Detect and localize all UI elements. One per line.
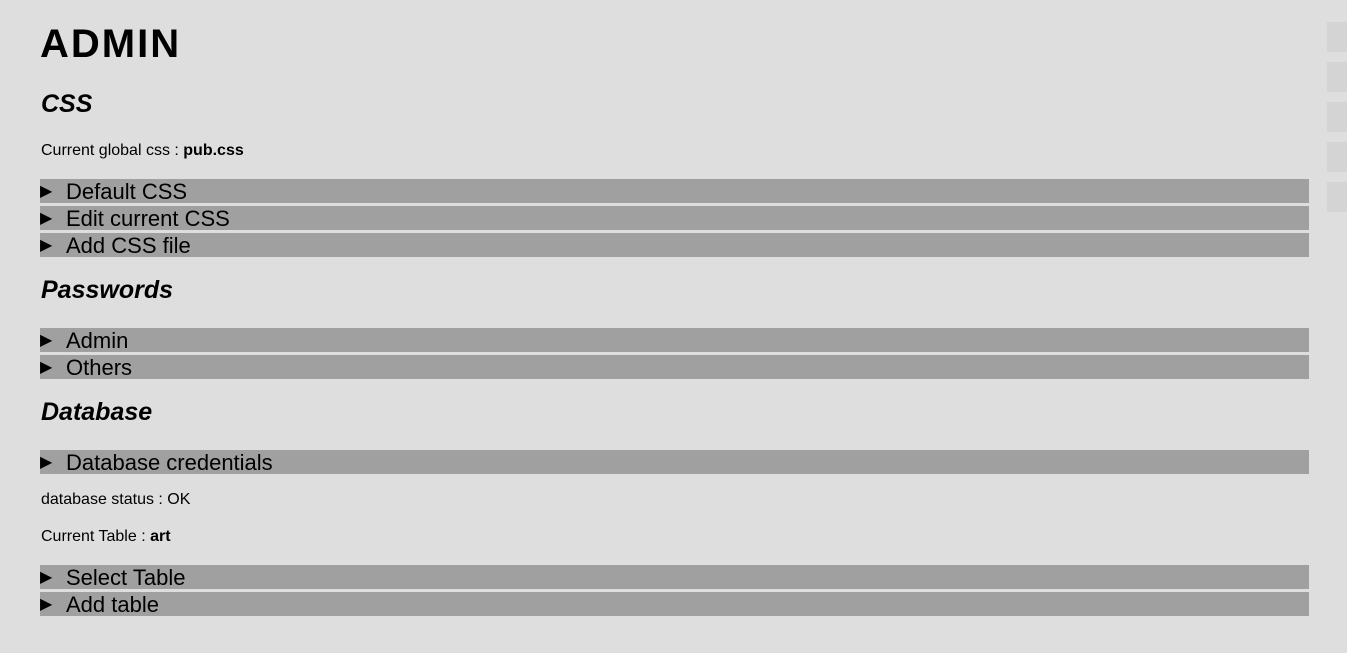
side-tab[interactable] [1327,142,1347,172]
toggle-select-table[interactable]: ▶ Select Table [40,565,1309,589]
triangle-right-icon: ▶ [40,183,53,200]
toggle-add-css-file[interactable]: ▶ Add CSS file [40,233,1309,257]
triangle-right-icon: ▶ [40,454,53,471]
side-tab[interactable] [1327,182,1347,212]
toggle-add-table[interactable]: ▶ Add table [40,592,1309,616]
toggle-label: Others [66,355,133,379]
toggle-label: Default CSS [66,179,188,203]
toggle-label: Add CSS file [66,233,191,257]
current-table-value: art [150,528,171,545]
toggle-label: Add table [66,592,159,616]
current-table-label: Current Table : [41,528,151,545]
current-css-value: pub.css [183,142,244,159]
section-title-css: CSS [41,90,93,118]
page-title: ADMIN [40,22,182,66]
current-css-label: Current global css : [41,142,184,159]
toggle-edit-current-css[interactable]: ▶ Edit current CSS [40,206,1309,230]
triangle-right-icon: ▶ [40,569,53,586]
toggle-label: Select Table [66,565,186,589]
toggle-others-password[interactable]: ▶ Others [40,355,1309,379]
side-tab[interactable] [1327,102,1347,132]
side-tab[interactable] [1327,62,1347,92]
database-status: database status : OK [41,491,191,508]
side-tab-strip [1327,22,1347,222]
toggle-admin-password[interactable]: ▶ Admin [40,328,1309,352]
triangle-right-icon: ▶ [40,237,53,254]
toggle-label: Edit current CSS [66,206,230,230]
triangle-right-icon: ▶ [40,359,53,376]
current-css-info: Current global css : pub.css [41,141,244,161]
section-title-passwords: Passwords [41,276,174,304]
section-title-database: Database [41,398,153,426]
toggle-label: Admin [66,328,129,352]
triangle-right-icon: ▶ [40,210,53,227]
current-table-info: Current Table : art [41,527,171,547]
side-tab[interactable] [1327,22,1347,52]
toggle-default-css[interactable]: ▶ Default CSS [40,179,1309,203]
triangle-right-icon: ▶ [40,332,53,349]
triangle-right-icon: ▶ [40,596,53,613]
toggle-database-credentials[interactable]: ▶ Database credentials [40,450,1309,474]
toggle-label: Database credentials [66,450,273,474]
